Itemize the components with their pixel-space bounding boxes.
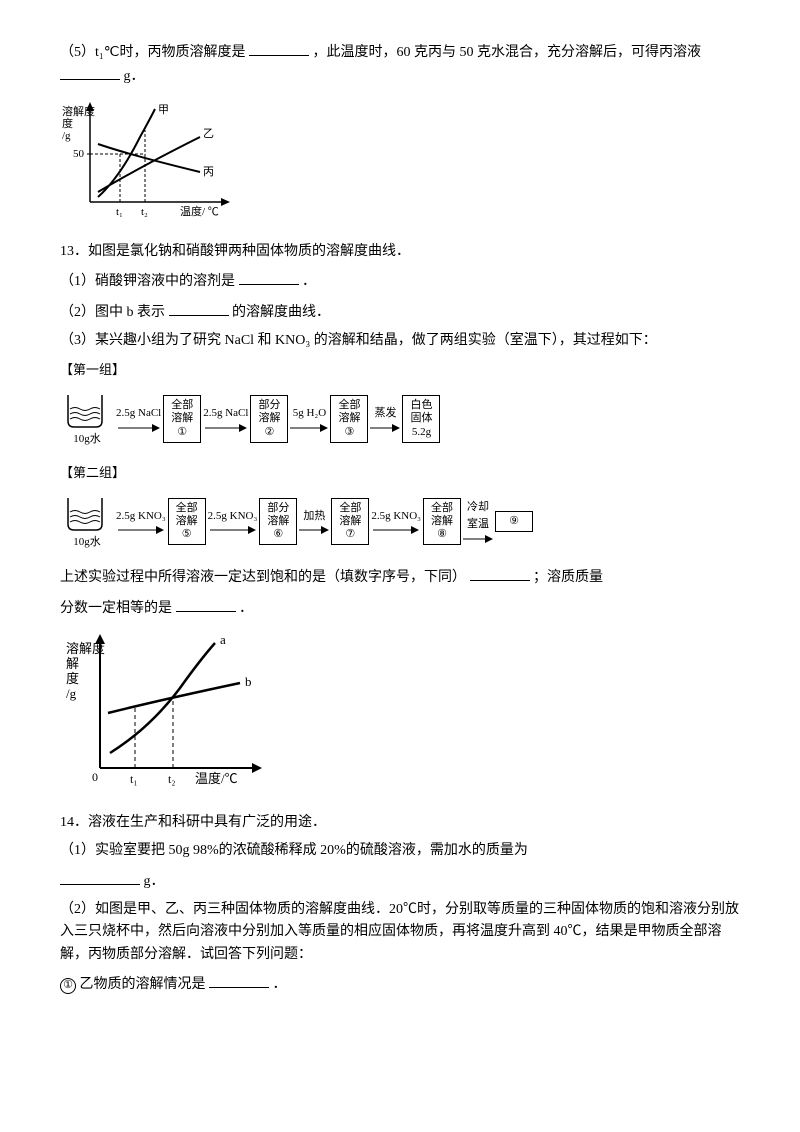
q12-blank2[interactable] — [60, 64, 120, 80]
q13-p1b: ． — [302, 274, 316, 289]
q13-solubility-chart: 溶解度 解 度 /g a b 0 t₁ t₂ 温度/℃ — [60, 628, 280, 798]
q12-line5b-text: ，此温度时，60 克丙与 50 克水混合，充分溶解后，可得丙溶液 — [313, 45, 702, 60]
svg-text:0: 0 — [92, 770, 98, 784]
q14-intro: 14．溶液在生产和科研中具有广泛的用途． — [60, 812, 740, 834]
svg-text:温度/℃: 温度/℃ — [195, 771, 238, 786]
arrow2-3: 加热 — [299, 508, 329, 536]
beaker2-label: 10g水 — [60, 534, 114, 552]
arrow1-3: 5g H₂O — [290, 405, 328, 433]
q14-sub1b: ． — [273, 977, 287, 992]
svg-text:a: a — [220, 632, 226, 647]
q14-p2: （2）如图是甲、乙、丙三种固体物质的溶解度曲线．20℃时，分别取等质量的三种固体… — [60, 899, 740, 966]
q13-p2: （2）图中 b 表示 的溶解度曲线． — [60, 300, 740, 324]
q13-blank4[interactable] — [176, 596, 236, 612]
svg-text:度: 度 — [66, 671, 79, 686]
q12-line5: （5）t₁℃时，丙物质溶解度是 ，此温度时，60 克丙与 50 克水混合，充分溶… — [60, 40, 740, 89]
q13-after1: 上述实验过程中所得溶液一定达到饱和的是（填数字序号，下同） ；溶质质量 — [60, 565, 740, 589]
svg-text:b: b — [245, 674, 252, 689]
q13-blank2[interactable] — [169, 300, 229, 316]
q14-sub1: ① 乙物质的溶解情况是 ． — [60, 972, 740, 996]
state1-1: 全部溶解① — [163, 395, 201, 443]
svg-text:/g: /g — [62, 130, 71, 142]
arrow1-2: 2.5g NaCl — [203, 405, 248, 433]
arrow1-1: 2.5g NaCl — [116, 405, 161, 433]
state1-4: 白色固体5.2g — [402, 395, 440, 443]
q13-p2b: 的溶解度曲线． — [232, 305, 330, 320]
q13-after2: 分数一定相等的是 ． — [60, 596, 740, 620]
q13-p1: （1）硝酸钾溶液中的溶剂是 ． — [60, 269, 740, 293]
arrow2-2: 2.5g KNO₃ — [208, 508, 258, 536]
flow1: 10g水 2.5g NaCl 全部溶解① 2.5g NaCl 部分溶解② 5g … — [60, 389, 740, 449]
q13-after1-text: 上述实验过程中所得溶液一定达到饱和的是（填数字序号，下同） — [60, 570, 466, 585]
state2-5: ⑨ — [495, 511, 533, 532]
group2-title: 【第二组】 — [60, 463, 740, 484]
q12-solubility-chart: 溶解度 度 /g 50 甲 乙 丙 t₁ t₂ 温度/ ℃ — [60, 97, 240, 227]
svg-text:乙: 乙 — [203, 127, 214, 140]
svg-text:度: 度 — [62, 116, 73, 130]
svg-text:溶解度: 溶解度 — [66, 641, 105, 656]
q12-blank1[interactable] — [249, 40, 309, 56]
svg-text:t₁: t₁ — [130, 772, 138, 786]
svg-text:/g: /g — [66, 686, 77, 701]
q13-chart: 溶解度 解 度 /g a b 0 t₁ t₂ 温度/℃ — [60, 628, 740, 798]
q13-after2-text: 分数一定相等的是 — [60, 601, 172, 616]
arrow2-1: 2.5g KNO₃ — [116, 508, 166, 536]
q14-p1-blank-line: g． — [60, 869, 740, 893]
arrow2-4: 2.5g KNO₃ — [371, 508, 421, 536]
q13-p1-text: （1）硝酸钾溶液中的溶剂是 — [60, 274, 235, 289]
svg-text:温度/ ℃: 温度/ ℃ — [180, 204, 219, 218]
q14-blank1[interactable] — [60, 869, 140, 885]
q13-blank3[interactable] — [470, 565, 530, 581]
svg-text:解: 解 — [66, 656, 79, 671]
q13-p3: （3）某兴趣小组为了研究 NaCl 和 KNO₃ 的溶解和结晶，做了两组实验（室… — [60, 330, 740, 352]
q13-p2-text: （2）图中 b 表示 — [60, 305, 165, 320]
circle-1-icon: ① — [60, 978, 76, 994]
q14-sub1-text: 乙物质的溶解情况是 — [80, 977, 206, 992]
q12-line5-text: （5）t₁℃时，丙物质溶解度是 — [60, 45, 246, 60]
q12-line5c-text: g． — [124, 69, 145, 84]
q14-blank2[interactable] — [209, 972, 269, 988]
svg-text:甲: 甲 — [158, 104, 169, 116]
q13-blank1[interactable] — [239, 269, 299, 285]
beaker1: 10g水 — [60, 389, 114, 449]
y-label: 溶解度 — [62, 104, 95, 118]
state1-3: 全部溶解③ — [330, 395, 368, 443]
svg-text:t₂: t₂ — [141, 206, 148, 218]
q14-p1b: g． — [144, 874, 165, 889]
state2-4: 全部溶解⑧ — [423, 498, 461, 546]
beaker1-label: 10g水 — [60, 431, 114, 449]
q12-chart: 溶解度 度 /g 50 甲 乙 丙 t₁ t₂ 温度/ ℃ — [60, 97, 740, 227]
q13-intro: 13．如图是氯化钠和硝酸钾两种固体物质的溶解度曲线． — [60, 241, 740, 263]
state2-3: 全部溶解⑦ — [331, 498, 369, 546]
svg-text:50: 50 — [73, 148, 85, 160]
group1-title: 【第一组】 — [60, 360, 740, 381]
svg-text:t₂: t₂ — [168, 772, 176, 786]
beaker2: 10g水 — [60, 492, 114, 552]
state1-2: 部分溶解② — [250, 395, 288, 443]
q14-p1: （1）实验室要把 50g 98%的浓硫酸稀释成 20%的硫酸溶液，需加水的质量为 — [60, 840, 740, 862]
state2-1: 全部溶解⑤ — [168, 498, 206, 546]
state2-2: 部分溶解⑥ — [259, 498, 297, 546]
arrow1-4: 蒸发 — [370, 405, 400, 433]
q13-after1b: ；溶质质量 — [533, 570, 603, 585]
arrow2-5: 冷却室温 — [463, 499, 493, 544]
svg-text:t₁: t₁ — [116, 206, 123, 218]
svg-text:丙: 丙 — [203, 166, 214, 178]
flow2: 10g水 2.5g KNO₃ 全部溶解⑤ 2.5g KNO₃ 部分溶解⑥ 加热 … — [60, 492, 740, 552]
q13-after2b: ． — [239, 601, 253, 616]
